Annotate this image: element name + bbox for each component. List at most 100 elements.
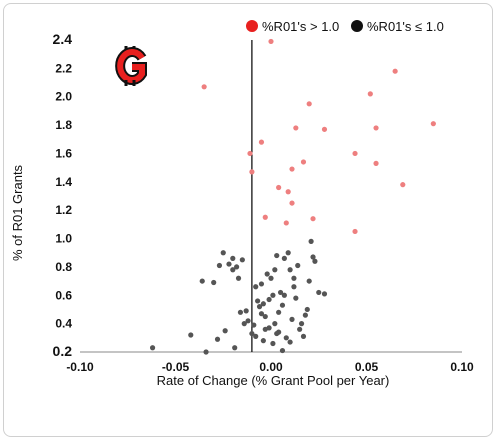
point-le1: [199, 278, 205, 284]
point-gt1: [283, 220, 289, 226]
point-le1: [256, 304, 263, 310]
point-gt1: [293, 125, 299, 131]
point-le1: [287, 339, 293, 345]
point-le1: [266, 296, 272, 303]
point-le1: [249, 330, 255, 337]
point-le1: [274, 252, 280, 259]
point-le1: [272, 267, 278, 273]
x-tick-label: -0.10: [66, 360, 94, 374]
point-gt1: [367, 91, 373, 97]
point-le1: [230, 255, 236, 261]
point-gt1: [321, 126, 328, 132]
point-gt1: [352, 228, 358, 235]
point-le1: [281, 292, 287, 298]
point-le1: [289, 316, 295, 322]
point-gt1: [289, 166, 295, 172]
x-tick-label: -0.05: [162, 360, 190, 374]
point-gt1: [268, 38, 274, 45]
point-le1: [234, 264, 240, 270]
y-tick-label: 2.2: [55, 61, 72, 75]
y-axis-title: % of R01 Grants: [10, 164, 25, 261]
point-le1: [258, 311, 265, 317]
point-le1: [279, 302, 286, 308]
x-axis-title: Rate of Change (% Grant Pool per Year): [157, 373, 390, 388]
point-le1: [293, 295, 299, 301]
point-le1: [253, 333, 259, 339]
x-tick-label: 0.00: [259, 360, 283, 374]
point-le1: [260, 301, 266, 307]
point-le1: [277, 289, 284, 296]
point-le1: [308, 238, 314, 244]
point-le1: [297, 326, 303, 332]
y-tick-label: 2.4: [53, 31, 73, 47]
point-le1: [291, 275, 297, 281]
point-le1: [235, 275, 242, 281]
point-gt1: [300, 159, 307, 165]
point-le1: [298, 321, 305, 327]
point-le1: [306, 278, 312, 284]
point-gt1: [306, 101, 312, 107]
y-axis-ticks: 0.2 0.4 0.6 0.8 1.0 1.2 1.4 1.6 1.8 2.0 2.2 2.4: [53, 31, 73, 359]
y-tick-label: 1.2: [55, 203, 72, 217]
point-le1: [149, 345, 156, 351]
point-le1: [239, 257, 245, 263]
point-gt1: [430, 121, 436, 127]
point-le1: [276, 309, 282, 315]
point-le1: [203, 349, 209, 355]
y-tick-label: 0.4: [55, 317, 72, 331]
point-le1: [287, 267, 293, 273]
legend-swatch-le1: [351, 20, 363, 32]
y-tick-label: 0.6: [55, 288, 72, 302]
point-le1: [300, 333, 307, 339]
point-gt1: [249, 169, 255, 175]
legend-swatch-gt1: [246, 20, 258, 32]
point-le1: [214, 336, 221, 342]
y-tick-label: 1.0: [55, 232, 72, 246]
point-le1: [251, 322, 257, 328]
point-gt1: [247, 150, 253, 157]
point-le1: [260, 338, 266, 344]
point-le1: [211, 279, 217, 286]
legend-label-gt1: %R01's > 1.0: [262, 19, 339, 34]
G-logo-icon: [115, 46, 147, 86]
point-le1: [295, 262, 301, 269]
x-tick-label: 0.05: [355, 360, 379, 374]
point-le1: [310, 254, 316, 260]
point-le1: [272, 321, 278, 327]
point-le1: [262, 313, 268, 320]
point-le1: [281, 255, 287, 261]
legend: %R01's > 1.0 %R01's ≤ 1.0: [246, 19, 444, 34]
x-tick-label: 0.10: [450, 360, 474, 374]
point-le1: [222, 328, 228, 334]
point-le1: [253, 284, 259, 290]
point-le1: [262, 326, 268, 332]
y-tick-label: 1.6: [55, 146, 72, 160]
point-le1: [230, 267, 236, 273]
point-le1: [304, 306, 310, 313]
point-le1: [302, 312, 308, 318]
point-gt1: [201, 84, 207, 90]
point-le1: [237, 309, 244, 315]
point-le1: [279, 347, 286, 354]
point-le1: [232, 345, 238, 351]
point-le1: [226, 261, 232, 267]
point-gt1: [373, 125, 379, 131]
point-le1: [274, 330, 280, 337]
point-gt1: [310, 216, 316, 222]
point-le1: [321, 291, 328, 297]
y-tick-label: 0.8: [55, 260, 72, 274]
point-le1: [291, 284, 297, 290]
point-gt1: [373, 160, 379, 166]
point-gt1: [258, 139, 265, 145]
point-le1: [264, 271, 270, 277]
point-le1: [220, 250, 226, 256]
legend-label-le1: %R01's ≤ 1.0: [367, 19, 444, 34]
data-points: [149, 38, 436, 355]
point-le1: [312, 258, 318, 264]
point-gt1: [352, 150, 358, 157]
point-le1: [216, 262, 223, 269]
point-le1: [285, 250, 291, 256]
chart-frame: [3, 3, 493, 437]
point-le1: [268, 275, 274, 281]
